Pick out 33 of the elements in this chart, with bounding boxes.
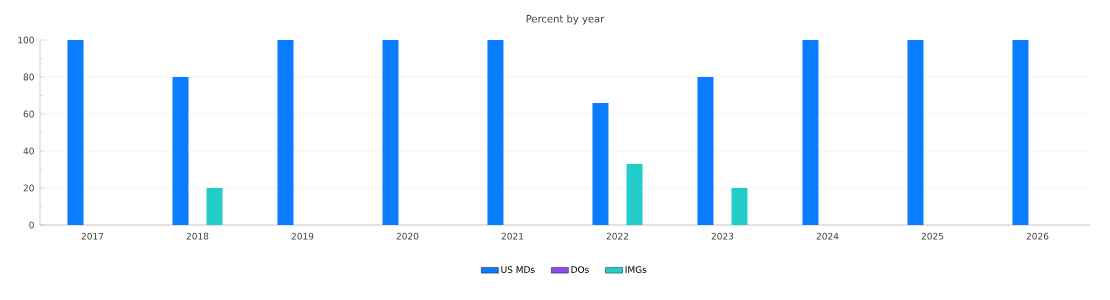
bar <box>382 40 399 225</box>
bar <box>487 40 504 225</box>
chart-title: Percent by year <box>526 14 605 25</box>
bar <box>172 77 189 225</box>
x-tick-label: 2026 <box>1026 232 1049 240</box>
bar <box>802 40 819 225</box>
x-tick-label: 2017 <box>81 232 104 240</box>
x-tick-label: 2023 <box>711 232 734 240</box>
y-tick-label: 100 <box>18 36 34 44</box>
bar <box>626 163 643 225</box>
bar <box>907 40 924 225</box>
y-tick-label: 20 <box>23 184 34 192</box>
x-tick-label: 2022 <box>606 232 629 240</box>
x-tick-label: 2024 <box>816 232 839 240</box>
y-tick-label: 80 <box>23 73 34 81</box>
x-tick-label: 2019 <box>291 232 314 240</box>
y-tick-label: 40 <box>23 147 34 155</box>
bar <box>206 188 223 225</box>
bar <box>67 40 84 225</box>
legend-label: US MDs <box>501 266 535 273</box>
bar <box>1012 40 1029 225</box>
x-tick-label: 2018 <box>186 232 209 240</box>
legend-label: IMGs <box>625 266 647 273</box>
y-tick-label: 0 <box>29 221 34 229</box>
legend-label: DOs <box>571 266 589 273</box>
bar <box>731 188 748 225</box>
bar <box>277 40 294 225</box>
x-tick-label: 2025 <box>921 232 944 240</box>
bar <box>697 77 714 225</box>
bar <box>592 102 609 225</box>
x-tick-label: 2020 <box>396 232 419 240</box>
x-tick-label: 2021 <box>501 232 524 240</box>
y-tick-label: 60 <box>23 110 34 118</box>
